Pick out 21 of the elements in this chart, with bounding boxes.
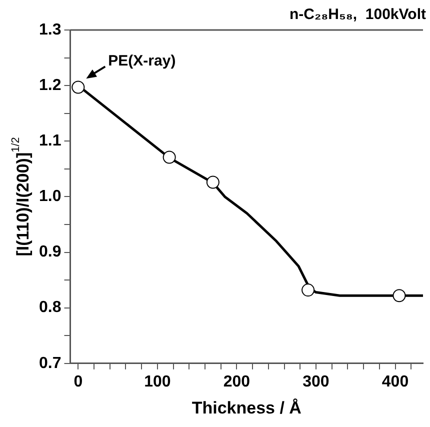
y-tick-label: 1.1 [38,132,62,150]
annotation: PE(X-ray) [108,52,176,70]
chart-title: n-C₂₈H₅₈, 100kVolt [289,6,426,24]
y-tick-label: 0.7 [38,354,62,372]
x-tick-label: 200 [223,373,250,390]
x-tick-label: 100 [144,373,171,390]
x-tick-label: 300 [302,373,330,390]
y-tick-label: 1.2 [38,76,62,94]
x-axis-title: Thickness / Å [192,398,302,418]
point [302,284,315,297]
y-tick-label: 1.3 [38,21,62,38]
point [72,80,85,94]
y-tick-label: 1.0 [38,188,62,206]
point [392,289,406,302]
y-axis-title: [I(110)/I(200)]1/2 [10,137,33,256]
y-tick-label: 0.8 [38,299,62,316]
point [162,150,176,164]
y-tick-label: 0.9 [38,244,62,261]
point [206,176,220,189]
x-tick-label: 0 [74,373,83,390]
x-tick-label: 400 [382,373,409,390]
